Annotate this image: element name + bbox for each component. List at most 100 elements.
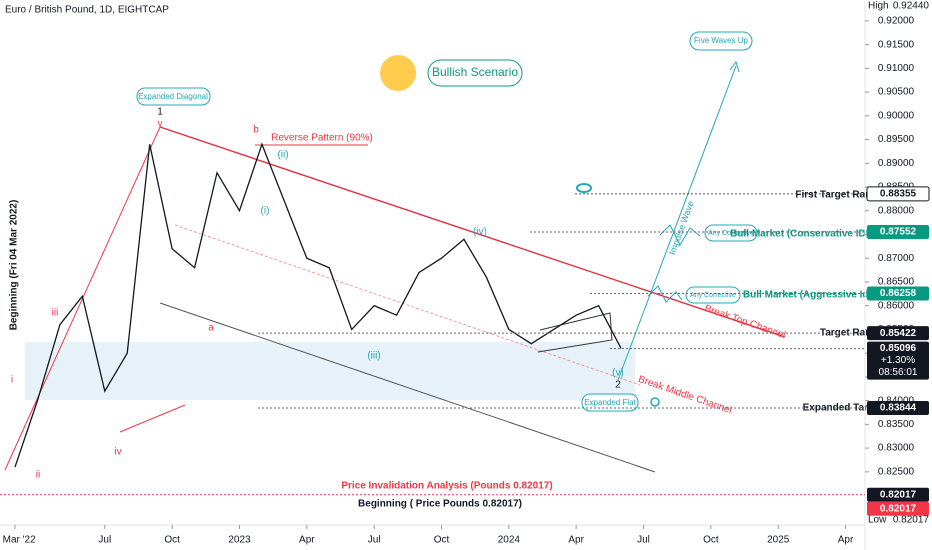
badge bbox=[581, 393, 639, 412]
bottom-channel bbox=[159, 302, 656, 473]
wave-label: (i) bbox=[261, 206, 270, 217]
annotation: Any Corrective bbox=[708, 230, 754, 237]
y-tick-label: 0.86000 bbox=[878, 300, 915, 311]
x-tick-label: Apr bbox=[299, 535, 315, 546]
annotation: Bullish Scenario bbox=[432, 65, 518, 79]
price-label: 0.85096 bbox=[880, 343, 917, 354]
annotation: Bull Market (Conservative IDEA) bbox=[730, 229, 883, 240]
price-label: 0.86258 bbox=[880, 288, 917, 299]
high-label: High bbox=[868, 1, 889, 12]
pattern bbox=[537, 312, 613, 353]
price-label: 0.85422 bbox=[880, 328, 917, 339]
price-label: 0.88355 bbox=[880, 189, 917, 200]
x-tick-label: Oct bbox=[164, 535, 180, 546]
annotation: Any Corrective bbox=[690, 292, 736, 299]
wave-label: (iv) bbox=[473, 227, 487, 238]
price-label-box bbox=[867, 487, 929, 502]
x-tick-label: 2024 bbox=[498, 535, 521, 546]
annotation: Expanded Flat bbox=[584, 398, 636, 407]
wave-label: iv bbox=[114, 447, 121, 458]
y-tick-label: 0.90500 bbox=[878, 87, 915, 98]
price-label-box bbox=[867, 501, 929, 516]
low-label: Low bbox=[868, 515, 887, 526]
x-tick-label: Apr bbox=[568, 535, 584, 546]
wave-label: (iii) bbox=[367, 351, 380, 362]
x-tick-label: 2023 bbox=[228, 535, 251, 546]
diagonal-line bbox=[119, 404, 186, 433]
wave-label: 1 bbox=[157, 107, 163, 118]
drawings bbox=[4, 31, 786, 473]
y-tick-label: 0.87000 bbox=[878, 253, 915, 264]
y-tick-label: 0.89500 bbox=[878, 134, 915, 145]
high-value: 0.92440 bbox=[893, 1, 930, 12]
y-tick-label: 0.82500 bbox=[878, 466, 915, 477]
y-tick-label: 0.91000 bbox=[878, 63, 915, 74]
wave-label: 2 bbox=[615, 380, 621, 391]
annotation: Five Waves Up bbox=[694, 36, 748, 45]
y-tick-label: 0.84000 bbox=[878, 395, 915, 406]
y-tick-label: 0.90000 bbox=[878, 110, 915, 121]
price-label-box bbox=[867, 225, 929, 240]
y-tick-label: 0.83000 bbox=[878, 443, 915, 454]
bulb-icon bbox=[650, 397, 660, 407]
y-tick-label: 0.91500 bbox=[878, 39, 915, 50]
price-label-box bbox=[866, 186, 930, 202]
badge bbox=[427, 59, 523, 87]
wave-label: iii bbox=[52, 308, 59, 319]
y-tick-label: 0.89000 bbox=[878, 158, 915, 169]
wave-label: ii bbox=[36, 470, 40, 481]
annotation: Price Invalidation Analysis (Pounds 0.82… bbox=[341, 481, 552, 492]
chart-title: Euro / British Pound, 1D, EIGHTCAP bbox=[5, 5, 169, 16]
zigzag bbox=[659, 224, 701, 247]
annotation: Reverse Pattern (90%) bbox=[271, 133, 373, 144]
middle-channel bbox=[174, 224, 641, 386]
annotation: Bull Market (Aggressive Idea) bbox=[743, 290, 883, 301]
y-tick-label: 0.92000 bbox=[878, 16, 915, 27]
wave-label: a bbox=[208, 323, 214, 334]
x-tick-label: 2025 bbox=[767, 535, 790, 546]
plot bbox=[14, 142, 622, 468]
x-tick-label: Oct bbox=[703, 535, 719, 546]
arrow-head bbox=[729, 60, 740, 73]
annotation: Beginning (Fri 04 Mar 2022) bbox=[9, 200, 20, 331]
countdown: 08:56:01 bbox=[879, 367, 918, 378]
x-tick-label: Jul bbox=[637, 535, 650, 546]
top-channel bbox=[159, 126, 786, 338]
wave-label: (v) bbox=[612, 368, 624, 379]
x-tick-label: Jul bbox=[98, 535, 111, 546]
impulse-arrow bbox=[617, 65, 737, 381]
badge bbox=[136, 87, 211, 106]
y-tick-label: 0.83500 bbox=[878, 419, 915, 430]
badge bbox=[689, 31, 753, 51]
x-tick-label: 4 Mar '22 bbox=[0, 535, 36, 546]
badge bbox=[685, 286, 741, 304]
annotation: First Target Range bbox=[795, 190, 883, 201]
eye-icon bbox=[576, 183, 592, 193]
emoji-icon bbox=[380, 55, 416, 91]
price-label-box bbox=[867, 286, 929, 301]
low-value: 0.82017 bbox=[893, 515, 930, 526]
annotation: Beginning ( Price Pounds 0.82017) bbox=[358, 499, 522, 510]
wave-label: b bbox=[253, 125, 259, 136]
x-tick-label: Apr bbox=[838, 535, 854, 546]
target-zone bbox=[25, 342, 635, 400]
annotation: Expanded Diagonal bbox=[138, 92, 208, 101]
y-tick-label: 0.86500 bbox=[878, 277, 915, 288]
y-tick-label: 0.88000 bbox=[878, 205, 915, 216]
price-label: 0.82017 bbox=[880, 489, 917, 500]
x-tick-label: Oct bbox=[434, 535, 450, 546]
price-label-box bbox=[867, 341, 929, 380]
x-tick-label: Jul bbox=[368, 535, 381, 546]
price-label-box bbox=[867, 401, 929, 416]
zigzag bbox=[647, 285, 683, 303]
price-label: 0.87552 bbox=[880, 227, 917, 238]
price-label: 0.83844 bbox=[880, 403, 917, 414]
price-label-box bbox=[867, 326, 929, 341]
price-line bbox=[14, 142, 622, 468]
price-change: +1.30% bbox=[881, 355, 915, 366]
wave-label: i bbox=[11, 375, 13, 386]
wave-label: v bbox=[158, 119, 163, 130]
wave-label: (ii) bbox=[277, 150, 288, 161]
price-label: 0.82017 bbox=[880, 503, 917, 514]
